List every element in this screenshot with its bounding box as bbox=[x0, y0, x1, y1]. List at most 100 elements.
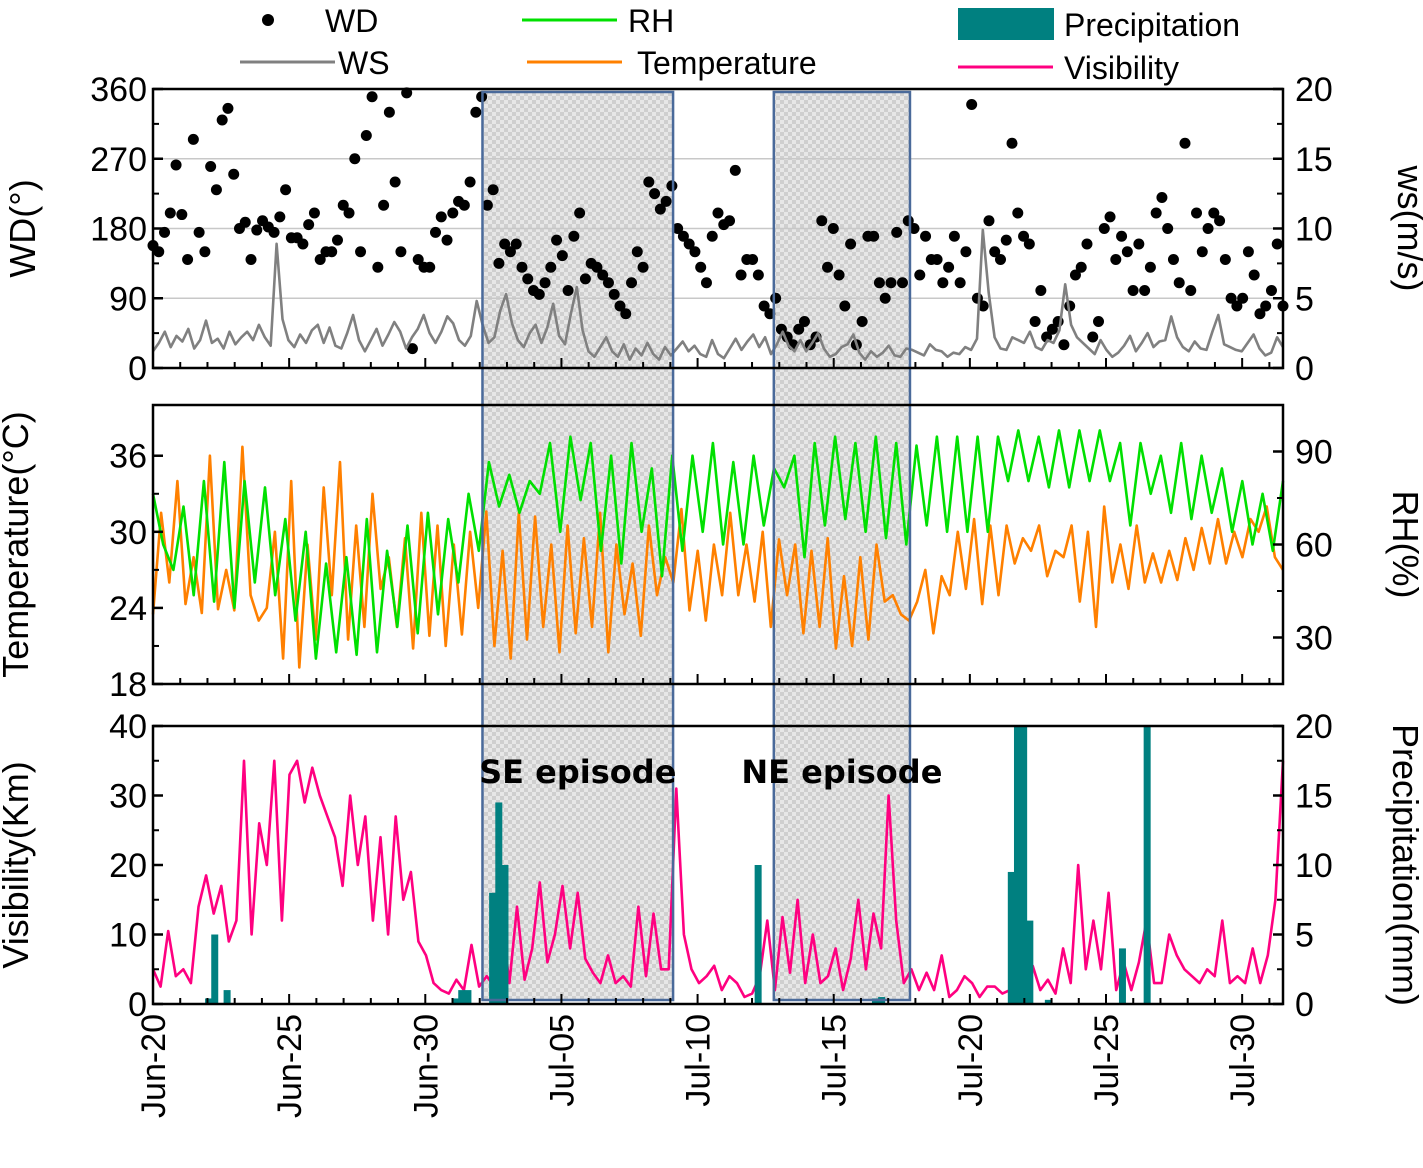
data-point bbox=[1150, 207, 1162, 219]
y-axis-title-right: RH(%) bbox=[1385, 491, 1423, 599]
y-tick-label-right: 10 bbox=[1295, 847, 1333, 885]
y-tick-label-left: 0 bbox=[128, 986, 147, 1024]
data-point bbox=[891, 226, 903, 238]
data-point bbox=[210, 184, 222, 196]
data-point bbox=[608, 288, 620, 300]
data-point bbox=[1162, 223, 1174, 234]
y-tick-label-right: 90 bbox=[1295, 434, 1333, 472]
precip-bar bbox=[489, 892, 497, 1004]
data-point bbox=[1254, 308, 1266, 320]
data-point bbox=[1237, 292, 1249, 304]
data-point bbox=[1214, 215, 1226, 227]
precip-bar bbox=[1143, 726, 1151, 1004]
data-point bbox=[822, 261, 834, 273]
panel-frame bbox=[151, 403, 1285, 686]
y-tick-label-right: 0 bbox=[1295, 350, 1314, 388]
precip-bar bbox=[452, 998, 460, 1004]
data-point bbox=[464, 176, 476, 188]
data-point bbox=[1121, 246, 1133, 258]
data-point bbox=[274, 211, 286, 223]
data-point bbox=[700, 277, 712, 289]
data-point bbox=[989, 246, 1001, 258]
y-tick-label-left: 18 bbox=[109, 666, 147, 704]
data-point bbox=[637, 261, 649, 273]
data-point bbox=[568, 230, 580, 242]
data-point bbox=[620, 308, 632, 320]
data-point bbox=[1248, 269, 1260, 281]
data-point bbox=[1173, 277, 1185, 289]
data-point bbox=[551, 234, 563, 246]
y-axis-title-left: WD(°) bbox=[2, 179, 43, 277]
data-point bbox=[481, 199, 493, 211]
data-point bbox=[1104, 211, 1116, 223]
y-tick-label-left: 10 bbox=[109, 917, 147, 955]
data-point bbox=[729, 164, 741, 176]
data-point bbox=[216, 114, 228, 126]
y-tick-label-right: 15 bbox=[1295, 141, 1333, 179]
data-point bbox=[487, 184, 499, 196]
data-point bbox=[1029, 316, 1041, 327]
data-point bbox=[873, 277, 885, 289]
data-point bbox=[626, 277, 638, 289]
data-point bbox=[193, 226, 205, 238]
data-point bbox=[937, 277, 949, 289]
data-point bbox=[1191, 207, 1203, 219]
data-point bbox=[303, 219, 315, 231]
data-point bbox=[182, 254, 194, 265]
data-point bbox=[1069, 269, 1081, 281]
data-point bbox=[879, 292, 891, 304]
data-point bbox=[579, 273, 591, 285]
data-point bbox=[205, 161, 217, 172]
series-line-temperature bbox=[151, 445, 1285, 669]
data-point bbox=[1058, 339, 1070, 351]
series-line-visibility bbox=[151, 759, 1285, 999]
data-point bbox=[995, 254, 1006, 265]
y-tick-label-left: 360 bbox=[90, 71, 147, 109]
y-tick-label-left: 30 bbox=[109, 514, 147, 552]
precip-bar bbox=[464, 990, 472, 1004]
precip-bar bbox=[1044, 999, 1052, 1004]
data-point bbox=[793, 323, 805, 335]
data-point bbox=[435, 211, 447, 223]
data-point bbox=[280, 184, 292, 196]
x-tick-label: Jul-20 bbox=[952, 1014, 990, 1107]
data-point bbox=[1167, 254, 1179, 265]
y-tick-label-right: 30 bbox=[1295, 620, 1333, 658]
data-point bbox=[372, 261, 384, 273]
data-point bbox=[960, 246, 972, 258]
data-point bbox=[522, 273, 534, 285]
data-point bbox=[908, 223, 920, 234]
data-point bbox=[735, 269, 747, 281]
data-point bbox=[1023, 238, 1035, 250]
data-point bbox=[355, 246, 367, 258]
y-tick-label-right: 15 bbox=[1295, 778, 1333, 816]
legend-label: WD bbox=[325, 3, 378, 39]
legend-label: WS bbox=[338, 45, 390, 81]
data-point bbox=[1208, 207, 1220, 219]
data-point bbox=[556, 250, 568, 262]
data-point bbox=[816, 215, 828, 227]
data-point bbox=[447, 207, 459, 219]
data-point bbox=[153, 246, 165, 258]
data-point bbox=[493, 257, 505, 269]
episode-box bbox=[772, 90, 912, 1002]
series-line-ws bbox=[151, 228, 1285, 361]
precip-bar bbox=[754, 865, 762, 1004]
data-point bbox=[845, 238, 857, 250]
data-point bbox=[562, 285, 574, 296]
data-point bbox=[643, 176, 655, 188]
precip-bar bbox=[1026, 920, 1034, 1004]
data-point bbox=[954, 277, 966, 289]
x-tick-label: Jul-30 bbox=[1224, 1014, 1262, 1107]
y-axis-title-right: Precipitation(mm) bbox=[1385, 724, 1423, 1006]
x-tick-label: Jun-25 bbox=[271, 1014, 309, 1118]
data-point bbox=[343, 207, 355, 219]
data-point bbox=[251, 224, 263, 236]
data-point bbox=[798, 316, 810, 327]
y-tick-label-right: 20 bbox=[1295, 708, 1333, 746]
data-point bbox=[533, 288, 545, 300]
data-point bbox=[1179, 137, 1191, 149]
data-point bbox=[378, 199, 390, 211]
data-point bbox=[441, 234, 453, 246]
data-point bbox=[712, 207, 724, 219]
